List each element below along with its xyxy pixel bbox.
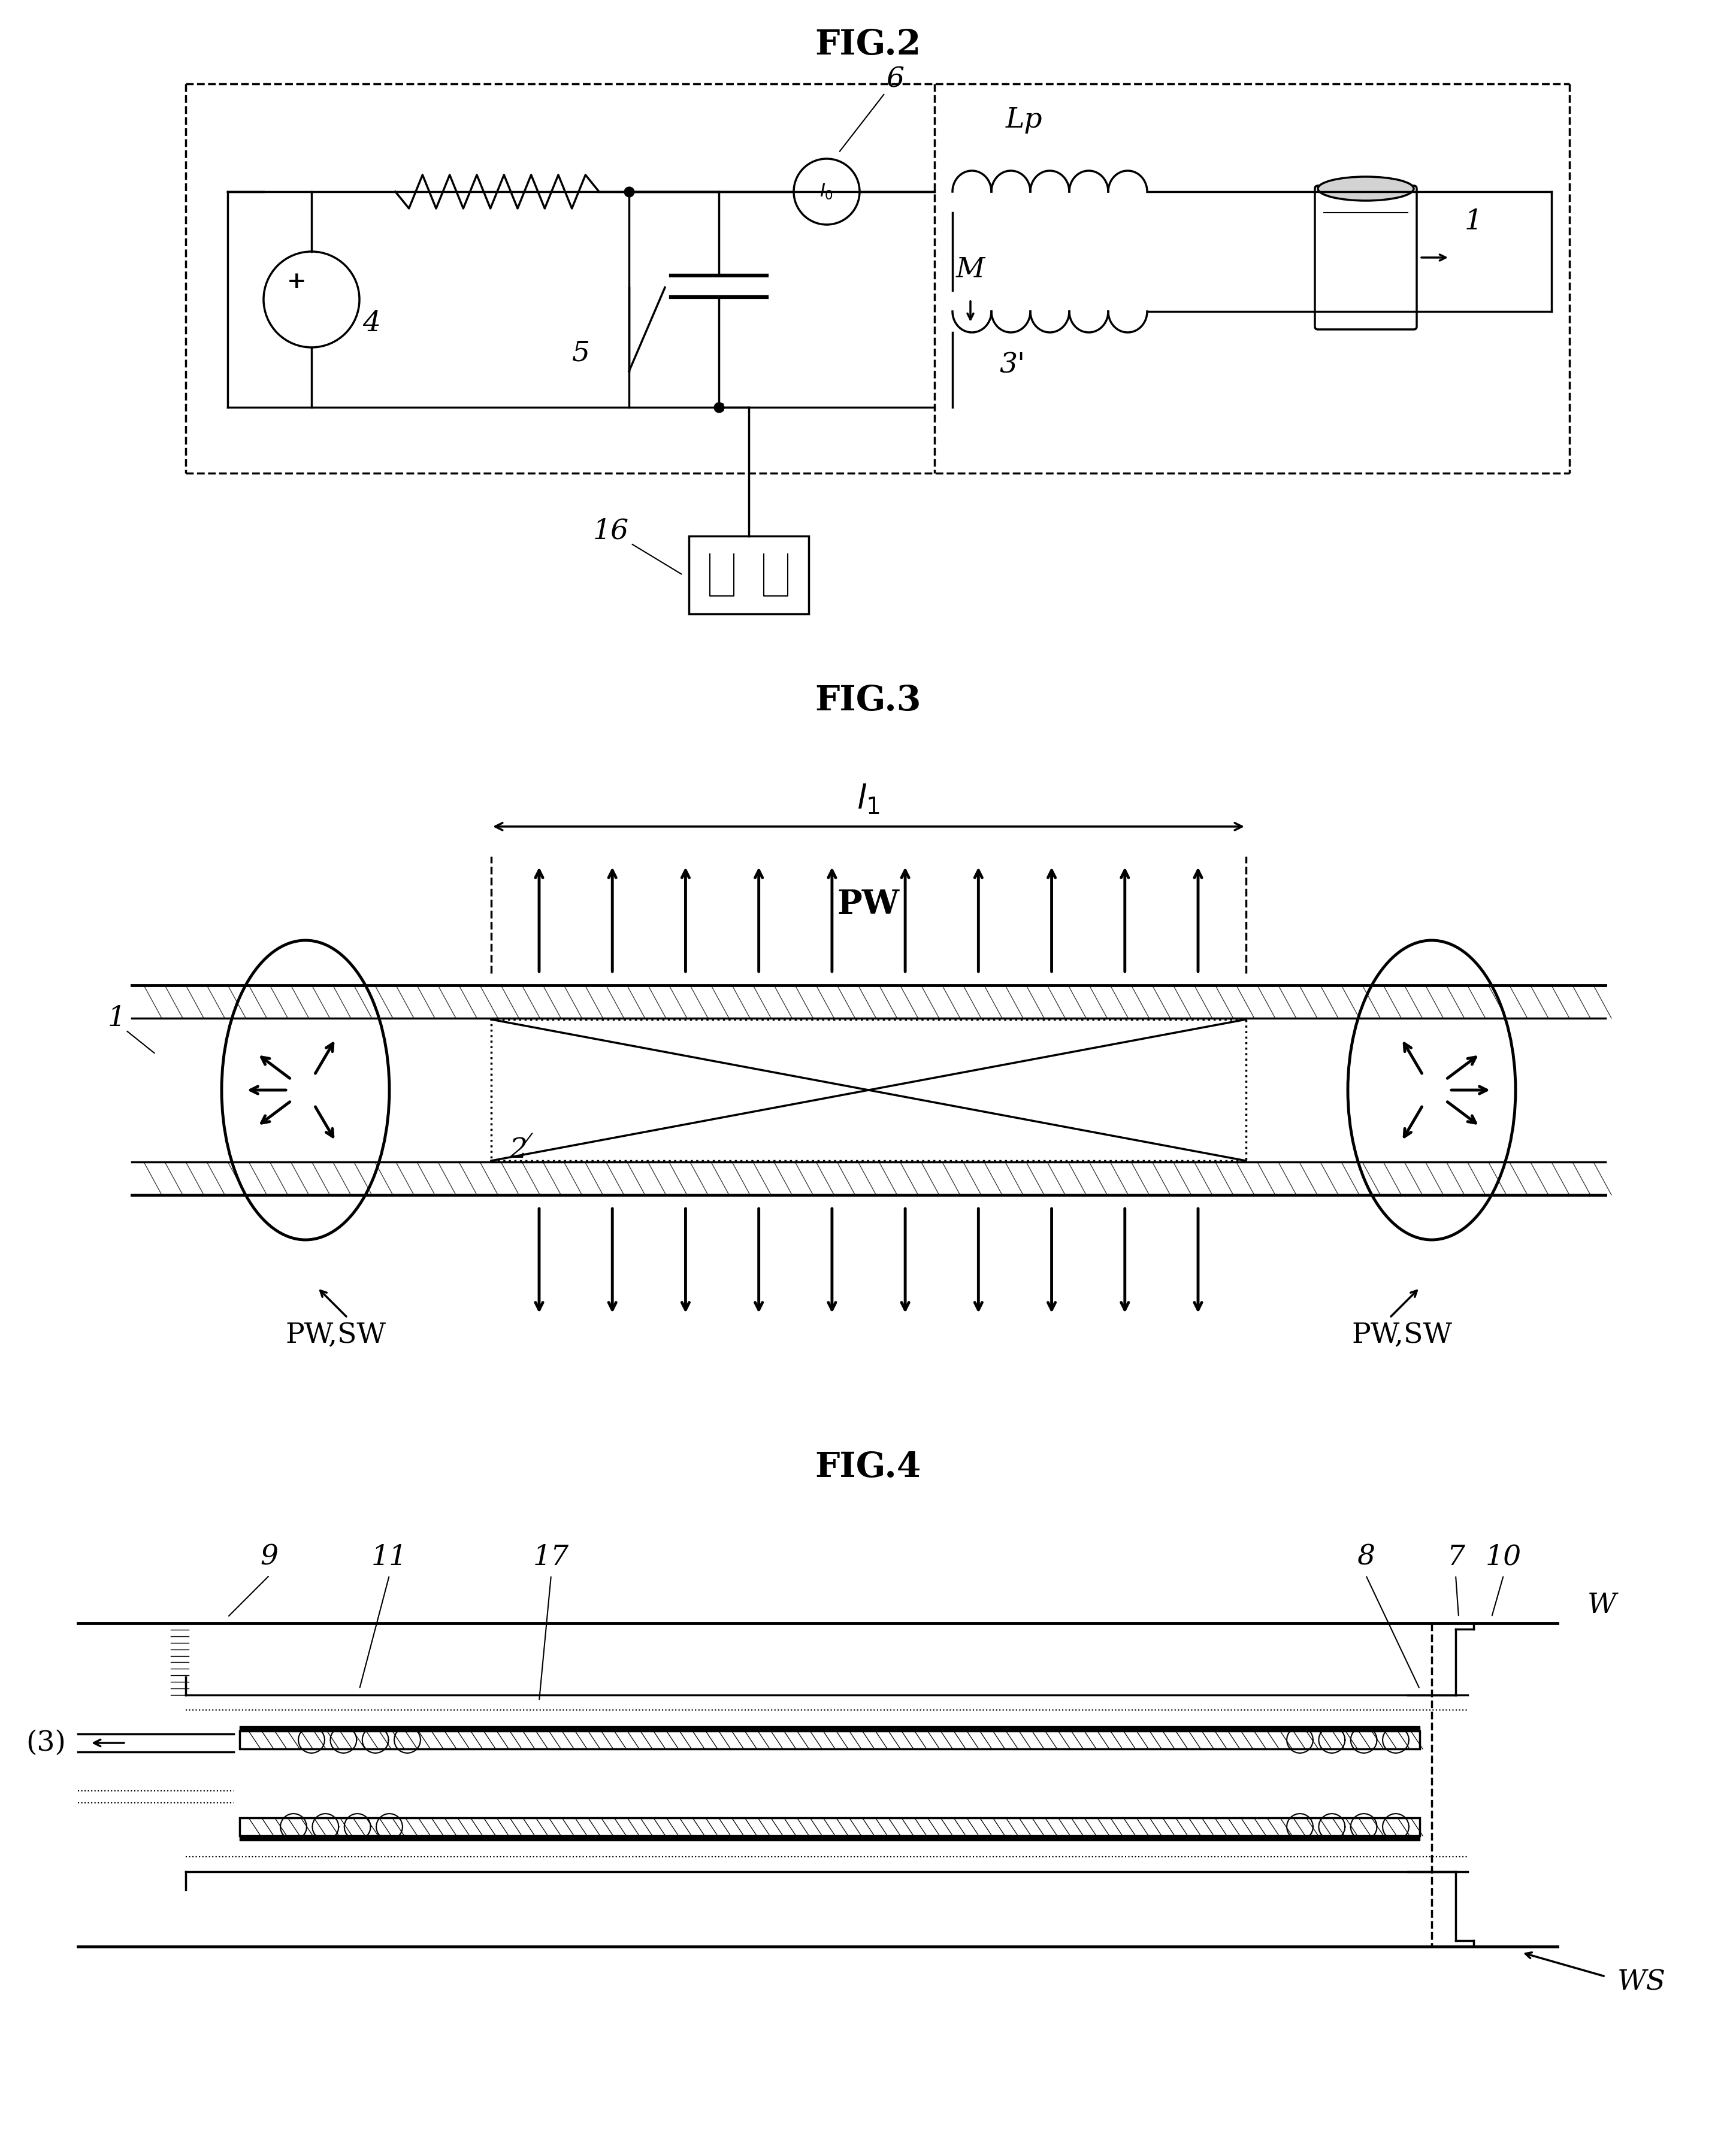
Text: 1: 1 — [1465, 209, 1483, 235]
Text: FIG.2: FIG.2 — [814, 28, 922, 62]
Text: W: W — [1587, 1592, 1616, 1618]
Text: 3': 3' — [1000, 351, 1026, 379]
Text: +: + — [286, 271, 306, 293]
Text: 2: 2 — [509, 1136, 528, 1164]
Text: 8: 8 — [1358, 1543, 1375, 1571]
Text: 4: 4 — [363, 310, 380, 338]
Text: 17: 17 — [533, 1543, 569, 1571]
Text: 10: 10 — [1486, 1543, 1522, 1571]
Text: 7: 7 — [1446, 1543, 1465, 1571]
Bar — [491, 1020, 1246, 1160]
Ellipse shape — [1318, 176, 1413, 200]
Text: 11: 11 — [372, 1543, 408, 1571]
Text: PW,SW: PW,SW — [285, 1321, 385, 1349]
Text: FIG.4: FIG.4 — [814, 1450, 922, 1485]
Text: $I_0$: $I_0$ — [819, 183, 833, 200]
Text: (3): (3) — [26, 1730, 66, 1756]
Text: PW: PW — [837, 889, 899, 921]
Text: M: M — [957, 256, 984, 284]
Text: 1: 1 — [108, 1005, 125, 1031]
Text: PW,SW: PW,SW — [1351, 1321, 1451, 1349]
Text: 5: 5 — [573, 340, 590, 368]
Bar — [689, 536, 809, 613]
Bar — [240, 1818, 1420, 1836]
Text: 9: 9 — [260, 1543, 278, 1571]
FancyBboxPatch shape — [1314, 185, 1417, 329]
Text: $l_1$: $l_1$ — [856, 783, 880, 816]
Text: FIG.3: FIG.3 — [814, 684, 922, 717]
Bar — [240, 1730, 1420, 1750]
Text: WS: WS — [1618, 1969, 1667, 1997]
Text: 16: 16 — [594, 519, 682, 575]
Text: Lp: Lp — [1005, 105, 1043, 133]
Text: 6: 6 — [840, 67, 904, 151]
